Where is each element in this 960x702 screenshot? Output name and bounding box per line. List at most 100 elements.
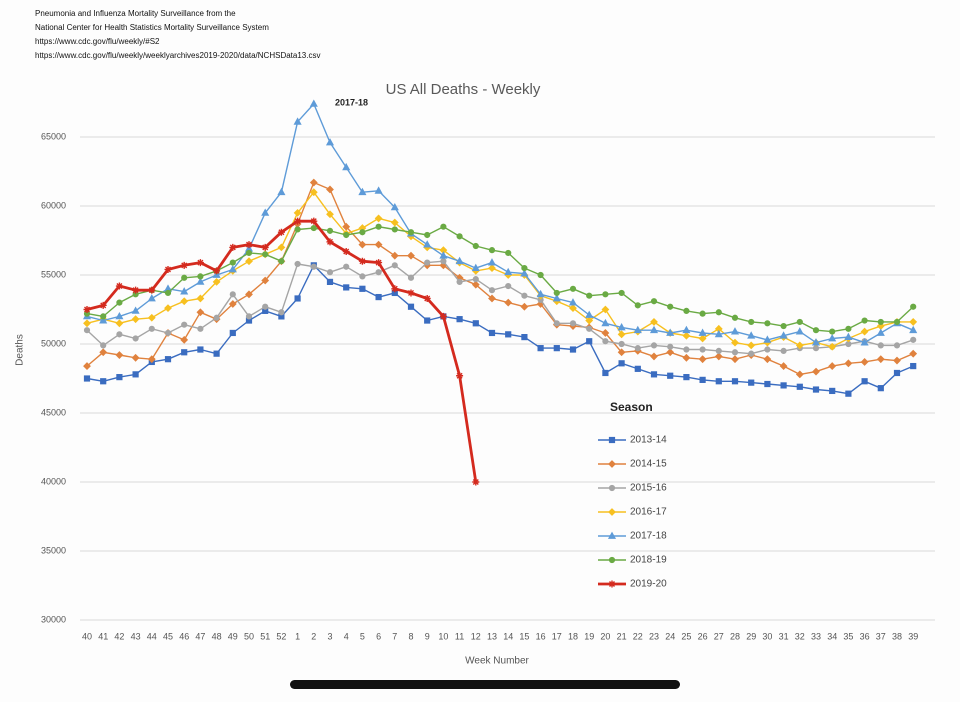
marker xyxy=(893,356,901,365)
marker xyxy=(310,217,318,225)
marker xyxy=(780,347,787,354)
marker xyxy=(180,335,189,344)
x-tick-label: 32 xyxy=(795,631,805,641)
marker xyxy=(294,226,301,233)
marker xyxy=(698,334,707,343)
marker xyxy=(748,350,755,357)
marker xyxy=(424,259,431,266)
marker xyxy=(893,369,901,377)
marker xyxy=(424,317,431,324)
marker xyxy=(294,295,301,302)
marker xyxy=(569,285,577,292)
marker xyxy=(649,325,659,334)
marker xyxy=(487,258,497,266)
marker xyxy=(607,531,617,539)
marker xyxy=(860,338,869,346)
y-tick-label: 50000 xyxy=(41,338,66,348)
marker xyxy=(148,325,155,332)
marker xyxy=(440,258,447,265)
marker xyxy=(699,346,706,353)
marker xyxy=(763,355,772,364)
marker xyxy=(131,315,140,324)
marker xyxy=(910,362,917,370)
marker xyxy=(115,311,124,320)
marker xyxy=(861,378,868,385)
marker xyxy=(83,362,91,370)
marker xyxy=(795,370,804,379)
legend-title: Season xyxy=(610,400,653,414)
x-tick-label: 6 xyxy=(376,631,381,641)
marker xyxy=(197,325,204,332)
marker xyxy=(667,343,674,350)
y-tick-label: 55000 xyxy=(41,269,66,279)
marker xyxy=(391,226,398,233)
x-tick-label: 8 xyxy=(408,631,413,641)
marker xyxy=(552,294,561,302)
marker xyxy=(374,214,383,223)
marker xyxy=(682,325,691,334)
marker xyxy=(278,258,285,265)
marker xyxy=(650,298,658,305)
marker xyxy=(196,259,204,267)
marker xyxy=(909,349,918,358)
header-line: Pneumonia and Influenza Mortality Survei… xyxy=(35,9,236,18)
marker xyxy=(294,217,302,225)
x-tick-label: 9 xyxy=(425,631,430,641)
marker xyxy=(147,294,156,302)
marker xyxy=(326,227,334,234)
x-tick-label: 27 xyxy=(714,631,724,641)
marker xyxy=(423,240,432,248)
marker xyxy=(197,273,204,280)
x-tick-label: 1 xyxy=(295,631,300,641)
marker xyxy=(893,318,901,326)
marker xyxy=(795,341,804,350)
marker xyxy=(326,210,334,219)
marker xyxy=(115,351,124,359)
marker xyxy=(147,355,156,364)
marker xyxy=(309,188,318,197)
marker xyxy=(650,318,658,326)
marker xyxy=(99,348,108,357)
marker xyxy=(472,320,479,327)
marker xyxy=(569,304,577,313)
x-tick-label: 4 xyxy=(344,631,349,641)
marker xyxy=(83,306,91,313)
x-tick-label: 5 xyxy=(360,631,365,641)
marker xyxy=(812,327,820,334)
marker xyxy=(608,508,616,516)
marker xyxy=(617,323,626,331)
marker xyxy=(181,321,188,328)
marker xyxy=(505,282,512,290)
marker xyxy=(618,289,625,297)
marker xyxy=(877,318,884,326)
marker xyxy=(115,319,124,328)
marker xyxy=(764,320,771,327)
marker xyxy=(828,342,837,351)
marker xyxy=(456,278,463,285)
marker xyxy=(164,265,172,273)
marker xyxy=(608,556,616,564)
marker xyxy=(811,338,821,346)
marker xyxy=(602,338,609,345)
marker xyxy=(213,314,220,321)
marker xyxy=(537,271,544,279)
marker xyxy=(440,223,447,230)
marker xyxy=(520,269,529,277)
marker xyxy=(488,294,496,303)
marker xyxy=(196,308,205,317)
marker xyxy=(131,353,140,362)
marker xyxy=(390,218,399,227)
marker xyxy=(342,162,351,171)
x-tick-label: 46 xyxy=(179,631,189,641)
marker xyxy=(375,293,382,301)
x-tick-label: 28 xyxy=(730,631,740,641)
marker xyxy=(343,231,350,239)
annotation: 2017-18 xyxy=(335,97,368,107)
series-line xyxy=(86,103,914,344)
marker xyxy=(569,320,577,327)
series-line xyxy=(86,191,914,348)
marker xyxy=(586,292,593,299)
marker xyxy=(83,375,91,382)
marker xyxy=(634,302,641,309)
